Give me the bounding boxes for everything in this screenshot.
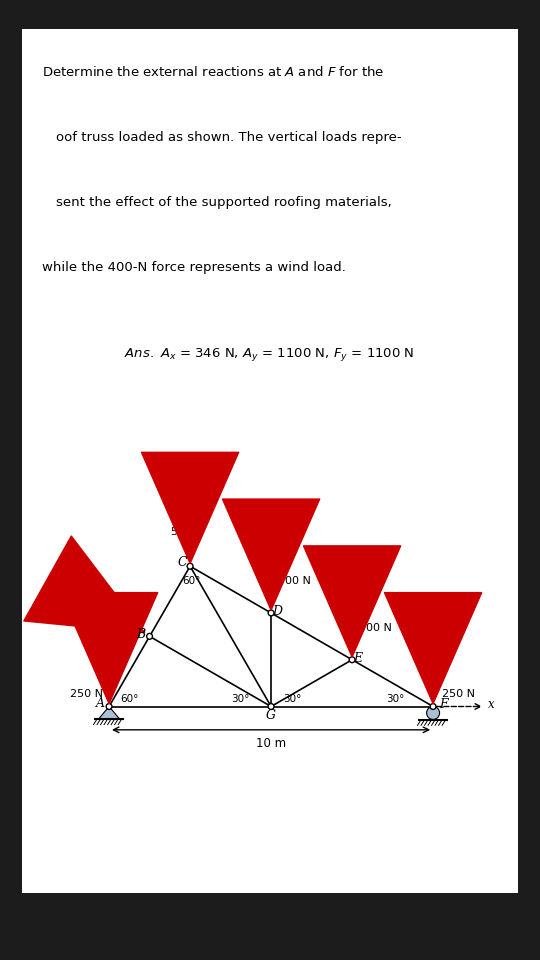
Text: sent the effect of the supported roofing materials,: sent the effect of the supported roofing… [56,196,392,209]
Circle shape [268,610,274,616]
Text: x: x [488,698,495,711]
Text: 400 N: 400 N [102,594,135,604]
Polygon shape [99,707,119,719]
Text: 250 N: 250 N [442,688,475,699]
Circle shape [187,564,193,569]
Text: y: y [112,634,119,647]
Text: 30°: 30° [387,694,405,705]
Text: B: B [136,628,145,641]
Text: E: E [353,652,362,664]
Text: C: C [177,557,187,569]
Text: while the 400-N force represents a wind load.: while the 400-N force represents a wind … [42,261,346,275]
Text: 500 N: 500 N [171,527,204,537]
Circle shape [349,657,355,662]
Text: 500 N: 500 N [359,623,392,634]
Text: G: G [266,709,276,722]
Text: oof truss loaded as shown. The vertical loads repre-: oof truss loaded as shown. The vertical … [56,131,402,144]
Text: Determine the external reactions at $A$ and $F$ for the: Determine the external reactions at $A$ … [42,65,384,80]
Text: 30°: 30° [283,694,301,705]
Circle shape [427,707,440,719]
Text: 500 N: 500 N [278,576,311,587]
Text: 30°: 30° [231,694,249,705]
Text: 250 N: 250 N [70,688,103,699]
FancyBboxPatch shape [22,29,518,893]
Text: A: A [96,697,105,710]
Circle shape [106,704,112,709]
Circle shape [147,634,152,639]
Text: 60°: 60° [183,576,201,586]
Text: 10 m: 10 m [256,737,286,750]
Text: D: D [272,605,282,618]
Text: $\mathit{Ans.}$ $A_x$ = 346 N, $A_y$ = 1100 N, $F_y$ = 1100 N: $\mathit{Ans.}$ $A_x$ = 346 N, $A_y$ = 1… [124,346,415,363]
Circle shape [268,704,274,709]
Text: F: F [439,698,448,711]
Circle shape [430,704,436,709]
Text: 60°: 60° [120,694,138,705]
